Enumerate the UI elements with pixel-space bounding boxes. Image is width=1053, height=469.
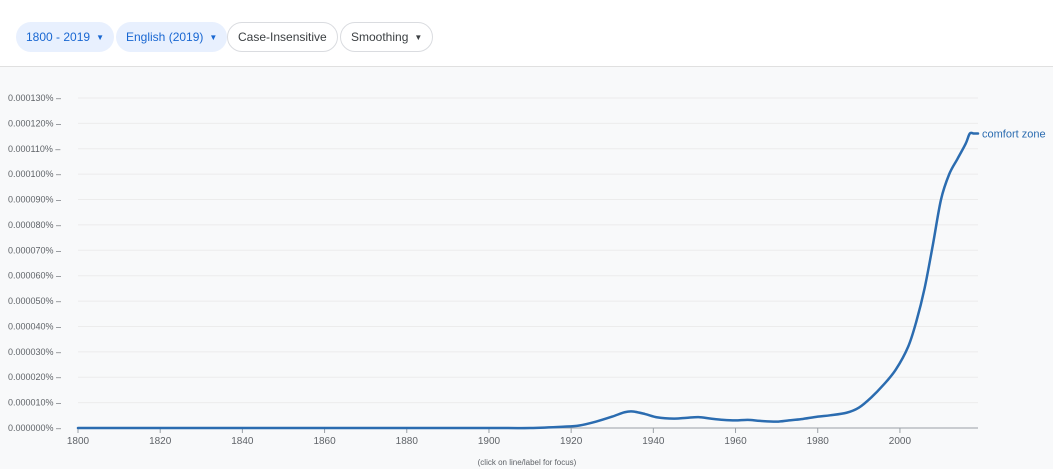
- series-layer[interactable]: comfort zone: [76, 129, 1046, 430]
- x-tick-label: 1820: [149, 436, 172, 447]
- case-insensitive-label: Case-Insensitive: [238, 30, 327, 44]
- x-tick-label: 1800: [67, 436, 90, 447]
- y-tick-label: 0.000050% –: [8, 296, 61, 306]
- x-axis: 1800 1820 1840 1860 1880 1900 1920 1940 1960 1980…: [67, 427, 978, 447]
- y-tick-label: 0.000090% –: [8, 195, 61, 205]
- chevron-down-icon: ▼: [209, 32, 218, 42]
- y-tick-label: 0.000080% –: [8, 220, 61, 230]
- y-tick-label: 0.000130% –: [8, 93, 61, 103]
- y-tick-label: 0.000100% –: [8, 169, 61, 179]
- x-tick-label: 1840: [231, 436, 254, 447]
- x-tick-label: 1940: [642, 436, 665, 447]
- x-tick-label: 1900: [478, 436, 501, 447]
- year-range-dropdown[interactable]: 1800 - 2019 ▼: [16, 22, 114, 52]
- toolbar: 1800 - 2019 ▼ English (2019) ▼ Case-Inse…: [0, 0, 1053, 67]
- chevron-down-icon: ▼: [96, 32, 104, 42]
- y-tick-label: 0.000120% –: [8, 118, 61, 128]
- grid-lines: [78, 97, 978, 404]
- series-line-comfort-zone[interactable]: [76, 131, 980, 430]
- y-tick-label: 0.000020% –: [8, 372, 61, 382]
- series-label-comfort-zone[interactable]: comfort zone: [982, 129, 1046, 141]
- smoothing-dropdown[interactable]: Smoothing ▼: [340, 22, 434, 52]
- x-tick-label: 1880: [396, 436, 419, 447]
- y-tick-label: 0.000030% –: [8, 347, 61, 357]
- case-insensitive-toggle[interactable]: Case-Insensitive: [227, 22, 338, 52]
- y-tick-label: 0.000070% –: [8, 245, 61, 255]
- focus-hint: (click on line/label for focus): [478, 458, 577, 467]
- chevron-down-icon: ▼: [414, 32, 423, 42]
- x-tick-label: 1920: [560, 436, 583, 447]
- x-tick-label: 1860: [313, 436, 336, 447]
- x-tick-label: 2000: [889, 436, 912, 447]
- y-axis: 0.000000% – 0.000010% – 0.000020% – 0.00003…: [8, 93, 61, 433]
- y-tick-label: 0.000110% –: [8, 144, 60, 154]
- ngram-chart: 0.000000% – 0.000010% – 0.000020% – 0.00003…: [8, 93, 1046, 467]
- y-tick-label: 0.000060% –: [8, 271, 61, 281]
- x-tick-label: 1980: [807, 436, 830, 447]
- year-range-label: 1800 - 2019: [26, 30, 91, 44]
- y-tick-label: 0.000010% –: [8, 398, 61, 408]
- x-tick-label: 1960: [724, 436, 747, 447]
- y-tick-label: 0.000000% –: [8, 423, 61, 433]
- smoothing-label: Smoothing: [351, 30, 409, 44]
- corpus-dropdown[interactable]: English (2019) ▼: [116, 22, 228, 52]
- y-tick-label: 0.000040% –: [8, 321, 61, 331]
- corpus-label: English (2019): [126, 30, 204, 44]
